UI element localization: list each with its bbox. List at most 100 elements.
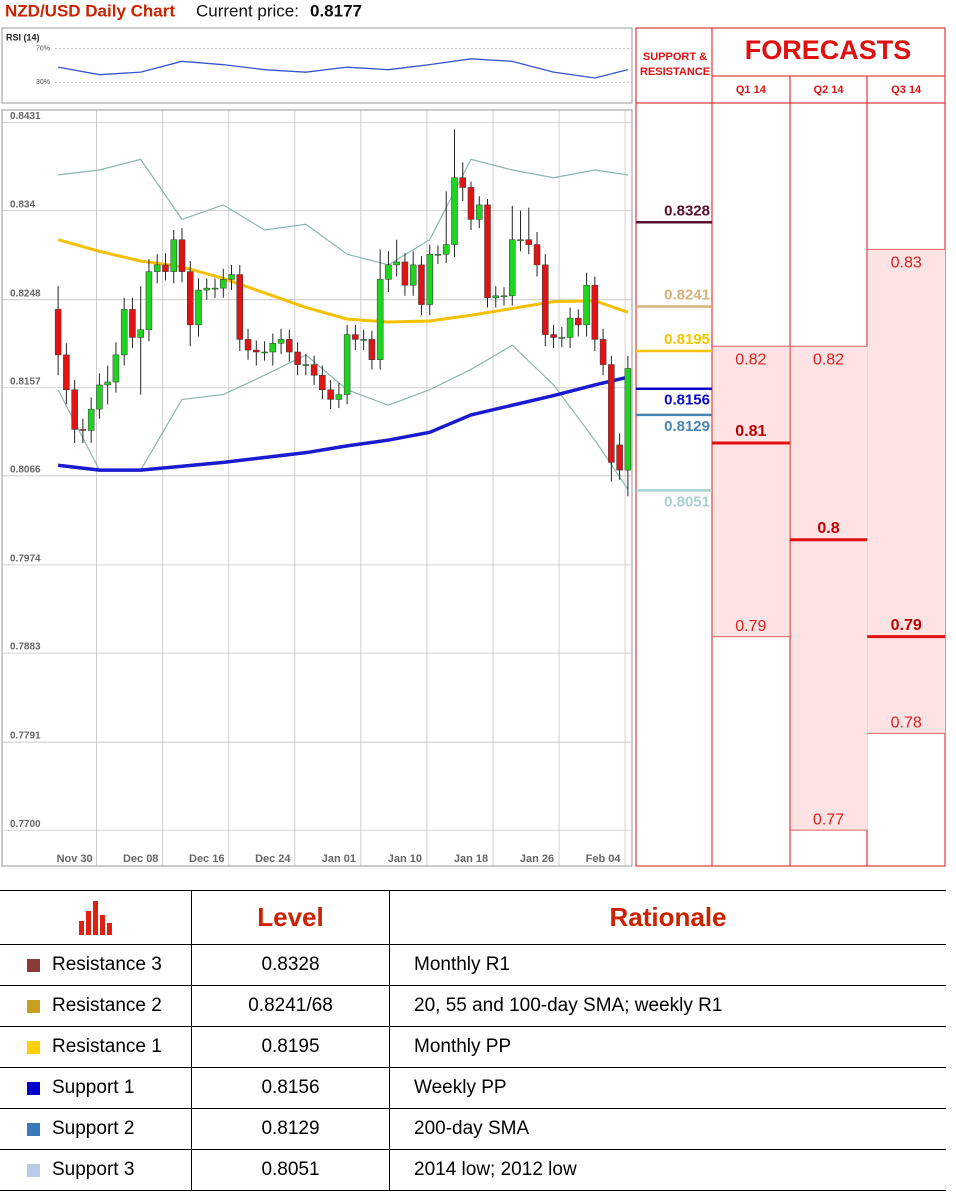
rationale: 200-day SMA <box>414 1118 530 1139</box>
level-name: Resistance 1 <box>52 1036 162 1057</box>
candle-body <box>203 287 211 291</box>
level-value: 0.8195 <box>192 1027 390 1067</box>
name-cell: Support 2 <box>0 1109 192 1149</box>
y-tick-label: 0.7700 <box>10 819 41 830</box>
rsi-tick-label: 70% <box>36 46 50 53</box>
y-tick-label: 0.7974 <box>10 554 41 565</box>
y-tick-label: 0.7883 <box>10 642 41 653</box>
candle-body <box>533 244 541 266</box>
chart-title: NZD/USD Daily Chart <box>5 1 175 20</box>
candle-body <box>360 339 367 341</box>
y-tick-label: 0.7791 <box>10 731 41 742</box>
candle-body <box>492 295 500 299</box>
candle-body <box>87 408 95 431</box>
level-swatch <box>27 958 40 972</box>
rationale: 2014 low; 2012 low <box>414 1159 577 1180</box>
candle-body <box>608 364 615 463</box>
level-name: Support 2 <box>52 1118 135 1139</box>
candle-body <box>624 368 632 471</box>
x-tick-label: Nov 30 <box>57 853 93 865</box>
forecast-title: FORECASTS <box>745 35 912 65</box>
candle-body <box>294 351 301 365</box>
forecast-high-label: 0.83 <box>891 255 922 272</box>
candle-body <box>418 264 425 305</box>
name-cell: Support 3 <box>0 1150 192 1190</box>
level-swatch <box>27 1040 40 1054</box>
level-name: Support 3 <box>52 1159 135 1180</box>
forecast-range <box>868 249 945 734</box>
table-row: Support 1 0.8156 Weekly PP <box>0 1068 946 1109</box>
candle-body <box>566 317 574 338</box>
level-value: 0.8156 <box>192 1068 390 1108</box>
level-label: 0.8328 <box>664 202 710 219</box>
x-tick-label: Dec 16 <box>189 853 224 865</box>
candle-body <box>434 253 442 256</box>
candle-body <box>79 429 87 431</box>
name-cell: Resistance 1 <box>0 1027 192 1067</box>
forecast-median-label: 0.8 <box>817 520 839 537</box>
candle-body <box>599 339 607 365</box>
plot-frame <box>1 109 633 867</box>
candle-body <box>269 343 277 353</box>
y-tick-label: 0.8066 <box>10 465 41 476</box>
header-icon-cell <box>0 891 192 944</box>
x-tick-label: Jan 01 <box>322 853 356 865</box>
candle-body <box>335 394 343 400</box>
candle-body <box>525 239 533 245</box>
level-label: 0.8241 <box>664 286 710 303</box>
level-label: 0.8129 <box>664 418 710 435</box>
rationale: Monthly R1 <box>414 954 511 975</box>
candle-body <box>228 274 235 280</box>
candle-body <box>104 381 111 386</box>
forecast-range <box>713 346 790 637</box>
candle-body <box>517 239 524 241</box>
indicator-line <box>58 158 628 266</box>
candle-body <box>451 177 458 245</box>
candle-body <box>368 339 376 360</box>
table-row: Support 3 0.8051 2014 low; 2012 low <box>0 1150 946 1191</box>
candle-body <box>459 177 466 188</box>
candle-body <box>220 279 227 289</box>
candle-body <box>319 374 326 390</box>
forecast-low-label: 0.78 <box>891 715 922 732</box>
candle-body <box>178 239 186 272</box>
candle-body <box>96 384 103 410</box>
candle-body <box>277 339 285 344</box>
name-cell: Support 1 <box>0 1068 192 1108</box>
candle-body <box>376 279 384 360</box>
candle-body <box>616 444 623 471</box>
candle-body <box>261 351 268 354</box>
rationale: Monthly PP <box>414 1036 512 1057</box>
levels-title: SUPPORT & RESISTANCE <box>640 51 711 78</box>
y-tick-label: 0.8248 <box>10 288 41 299</box>
level-label: 0.8051 <box>664 493 710 510</box>
y-tick-label: 0.8431 <box>10 111 41 122</box>
candle-body <box>500 295 508 298</box>
candle-body <box>54 309 62 356</box>
candle-body <box>467 187 475 220</box>
candle-body <box>170 239 177 272</box>
level-name: Support 1 <box>52 1077 135 1098</box>
candle-body <box>129 309 136 338</box>
candle-body <box>550 334 557 338</box>
candle-body <box>426 253 433 305</box>
x-tick-label: Dec 08 <box>123 853 158 865</box>
chart: NZD/USD Daily Chart Current price: 0.817… <box>1 1 946 867</box>
level-value: 0.8328 <box>192 945 390 985</box>
x-tick-label: Jan 10 <box>388 853 422 865</box>
candle-body <box>120 309 128 356</box>
candle-body <box>195 289 202 326</box>
rsi-line <box>58 58 629 79</box>
candle-body <box>253 349 260 353</box>
x-tick-label: Jan 18 <box>454 853 488 865</box>
forecast-median-label: 0.79 <box>891 617 922 634</box>
forecast-range <box>790 346 868 831</box>
candle-body <box>583 284 590 326</box>
table-row: Resistance 3 0.8328 Monthly R1 <box>0 945 946 986</box>
candle-body <box>409 264 417 286</box>
level-value: 0.8051 <box>192 1150 390 1190</box>
candle-body <box>186 271 194 326</box>
current-price: 0.8177 <box>310 1 362 20</box>
table-row: Resistance 2 0.8241/68 20, 55 and 100-day … <box>0 986 946 1027</box>
candle-body <box>71 389 78 430</box>
